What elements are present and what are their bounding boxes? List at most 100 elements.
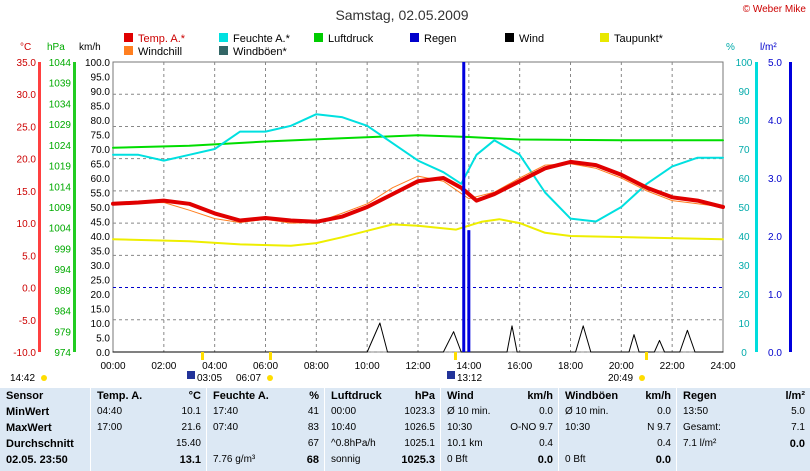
sun-marker	[454, 352, 457, 360]
cell-sub: ^0.8hPa/h	[331, 438, 376, 449]
rain-column: Regen l/m² 13:50 5.0 Gesamt: 7.1 7.1 l/m² 0.0	[676, 388, 810, 471]
wind-row: 0 Bft 0.0	[441, 452, 559, 468]
legend-label: Luftdruck	[328, 33, 374, 45]
legend-label: Feuchte A.*	[233, 33, 291, 45]
sunrise-label: 03:05	[197, 373, 222, 384]
x-tick-label: 24:00	[710, 361, 735, 372]
hum-row: 67	[207, 436, 325, 452]
gust-row: 10:30 N 9.7	[559, 420, 677, 436]
kmh-tick-label: 15.0	[91, 305, 111, 316]
cell-sub: Gesamt:	[683, 422, 721, 433]
sun-times: 14:42 03:05 06:07 13:12 20:49	[10, 352, 648, 384]
hpa-tick-label: 1009	[49, 203, 72, 214]
pct-tick-label: 20	[738, 290, 750, 301]
chart-legend: Temp. A.* Feuchte A.* Luftdruck Regen Wind Ta…	[124, 33, 664, 58]
cell-sub: 17:00	[97, 422, 123, 433]
rain-tick-label: 1.0	[768, 290, 782, 301]
kmh-tick-label: 50.0	[91, 203, 111, 214]
kmh-tick-label: 20.0	[91, 290, 111, 301]
humidity-line	[112, 113, 724, 223]
temp-tick-label: 10.0	[17, 219, 37, 230]
press-row: ^0.8hPa/h 1025.1	[325, 436, 441, 452]
temp-tick-label: 20.0	[17, 155, 37, 166]
temp-row: 13.1	[91, 452, 207, 468]
cell-sub: 7.76 g/m³	[213, 454, 256, 465]
cell-sub: 07:40	[213, 422, 239, 433]
hpa-tick-label: 1034	[49, 99, 72, 110]
chart-plot-area	[111, 62, 725, 353]
cell-value: 10.1	[181, 406, 201, 417]
header-label: Wind	[447, 390, 474, 402]
cell-sub: 10.1 km	[447, 438, 483, 449]
hpa-tick-label: 1029	[49, 120, 72, 131]
wind-row: Ø 10 min. 0.0	[441, 404, 559, 420]
pct-tick-label: 10	[738, 319, 750, 330]
pct-tick-label: 40	[738, 232, 750, 243]
legend-item: Temp. A.*	[124, 33, 186, 45]
x-tick-label: 14:00	[456, 361, 481, 372]
pct-axis-bar	[755, 62, 758, 352]
header-label: Temp. A.	[97, 390, 143, 402]
x-tick-label: 18:00	[558, 361, 583, 372]
cell-sub: 0 Bft	[447, 454, 468, 465]
press-header: Luftdruck hPa	[325, 388, 441, 404]
temp-tick-label: 0.0	[22, 284, 36, 295]
temp-axis-bar	[38, 62, 41, 352]
kmh-tick-label: 30.0	[91, 261, 111, 272]
header-unit: l/m²	[785, 390, 805, 402]
wind-row: 10.1 km 0.4	[441, 436, 559, 452]
x-tick-label: 16:00	[507, 361, 532, 372]
header-unit: %	[309, 390, 319, 402]
pct-tick-label: 100	[736, 58, 753, 69]
temp-tick-label: 30.0	[17, 90, 37, 101]
temp-row: 04:40 10.1	[91, 404, 207, 420]
cell-value: 0.4	[657, 438, 671, 449]
weather-chart: Samstag, 02.05.2009 © Weber Mike Temp. A…	[10, 4, 807, 384]
legend-swatch	[410, 33, 419, 42]
hpa-tick-label: 1024	[49, 141, 72, 152]
hum-header: Feuchte A.%	[207, 388, 325, 404]
legend-item: Wind	[505, 33, 544, 45]
cell-value: 21.6	[181, 422, 201, 433]
wind-line	[112, 322, 724, 353]
x-tick-label: 20:00	[609, 361, 634, 372]
x-tick-label: 02:00	[151, 361, 176, 372]
kmh-tick-label: 80.0	[91, 116, 111, 127]
cell-value: N 9.7	[647, 422, 671, 433]
sunrise-left-label: 14:42	[10, 373, 35, 384]
kmh-tick-label: 0.0	[96, 348, 110, 359]
cell-value: 67	[307, 438, 319, 449]
cell-sub: sonnig	[331, 454, 361, 465]
hpa-tick-label: 1004	[49, 224, 72, 235]
kmh-tick-label: 5.0	[96, 334, 110, 345]
temp-tick-label: 35.0	[17, 58, 37, 69]
sensor-header: Sensor	[6, 390, 44, 402]
credit-label: © Weber Mike	[743, 4, 807, 15]
row-label-current: 02.05. 23:50	[6, 454, 68, 466]
x-tick-label: 06:00	[253, 361, 278, 372]
cell-sub: 0 Bft	[565, 454, 586, 465]
x-tick-label: 04:00	[202, 361, 227, 372]
hpa-tick-label: 1039	[49, 79, 72, 90]
sun-icon	[639, 375, 645, 381]
legend-label: Wind	[519, 33, 544, 45]
kmh-tick-label: 40.0	[91, 232, 111, 243]
legend-swatch	[219, 33, 228, 42]
rain-tick-label: 0.0	[768, 348, 782, 359]
kmh-tick-label: 90.0	[91, 87, 111, 98]
legend-swatch	[124, 33, 133, 42]
hpa-tick-label: 984	[54, 307, 71, 318]
legend-item: Feuchte A.*	[219, 33, 291, 45]
x-tick-label: 12:00	[405, 361, 430, 372]
hum-row: 17:40 41	[207, 404, 325, 420]
humidity-column: Feuchte A.% 17:40 41 07:40 83 67 7.76 g/m³ 68	[206, 388, 325, 471]
wind-column: Wind km/h Ø 10 min. 0.0 10:30 O-NO 9.7 10.1 km…	[440, 388, 559, 471]
kmh-tick-label: 75.0	[91, 131, 111, 142]
cell-value: 13.1	[179, 454, 201, 466]
hpa-tick-label: 999	[54, 244, 71, 255]
summary-table: Sensor MinWert MaxWert Durchschnitt 02.0…	[0, 388, 810, 471]
cell-value: 68	[306, 454, 319, 466]
header-label: Feuchte A.	[213, 390, 269, 402]
kmh-tick-label: 85.0	[91, 102, 111, 113]
cell-value: 0.0	[655, 454, 671, 466]
